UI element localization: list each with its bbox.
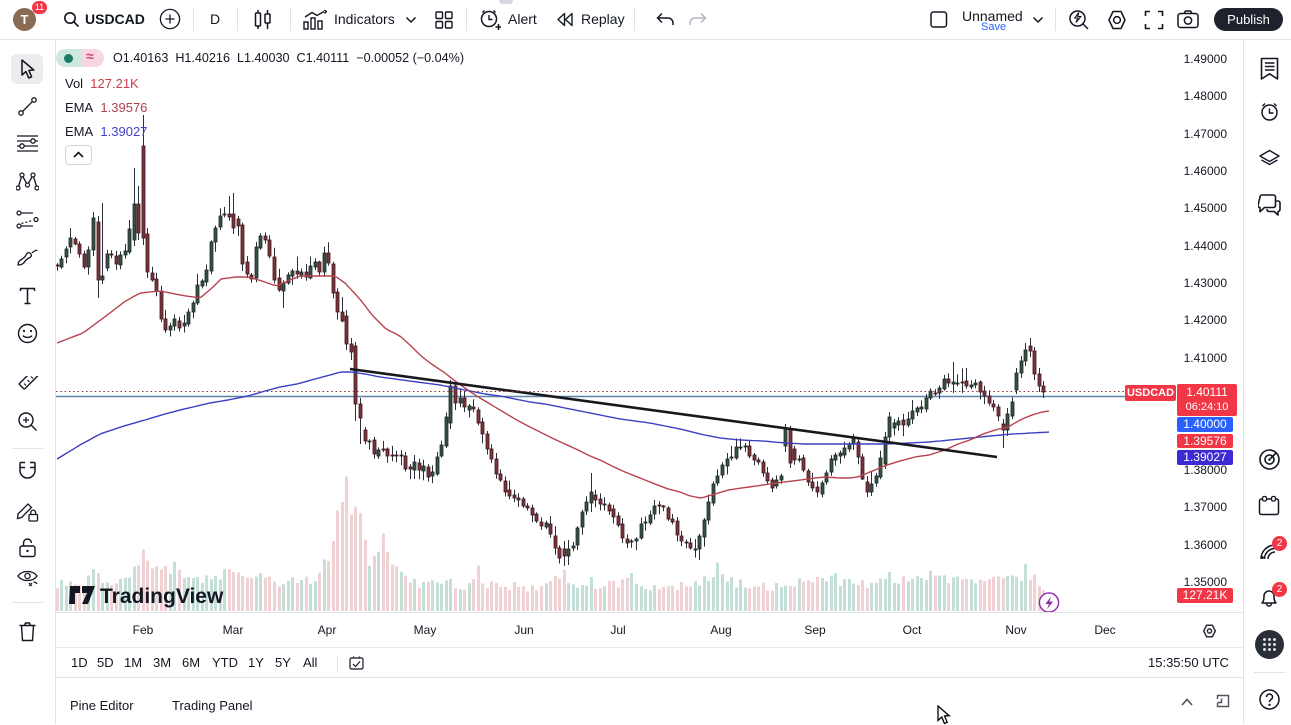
svg-text:TradingView: TradingView [100, 585, 224, 608]
